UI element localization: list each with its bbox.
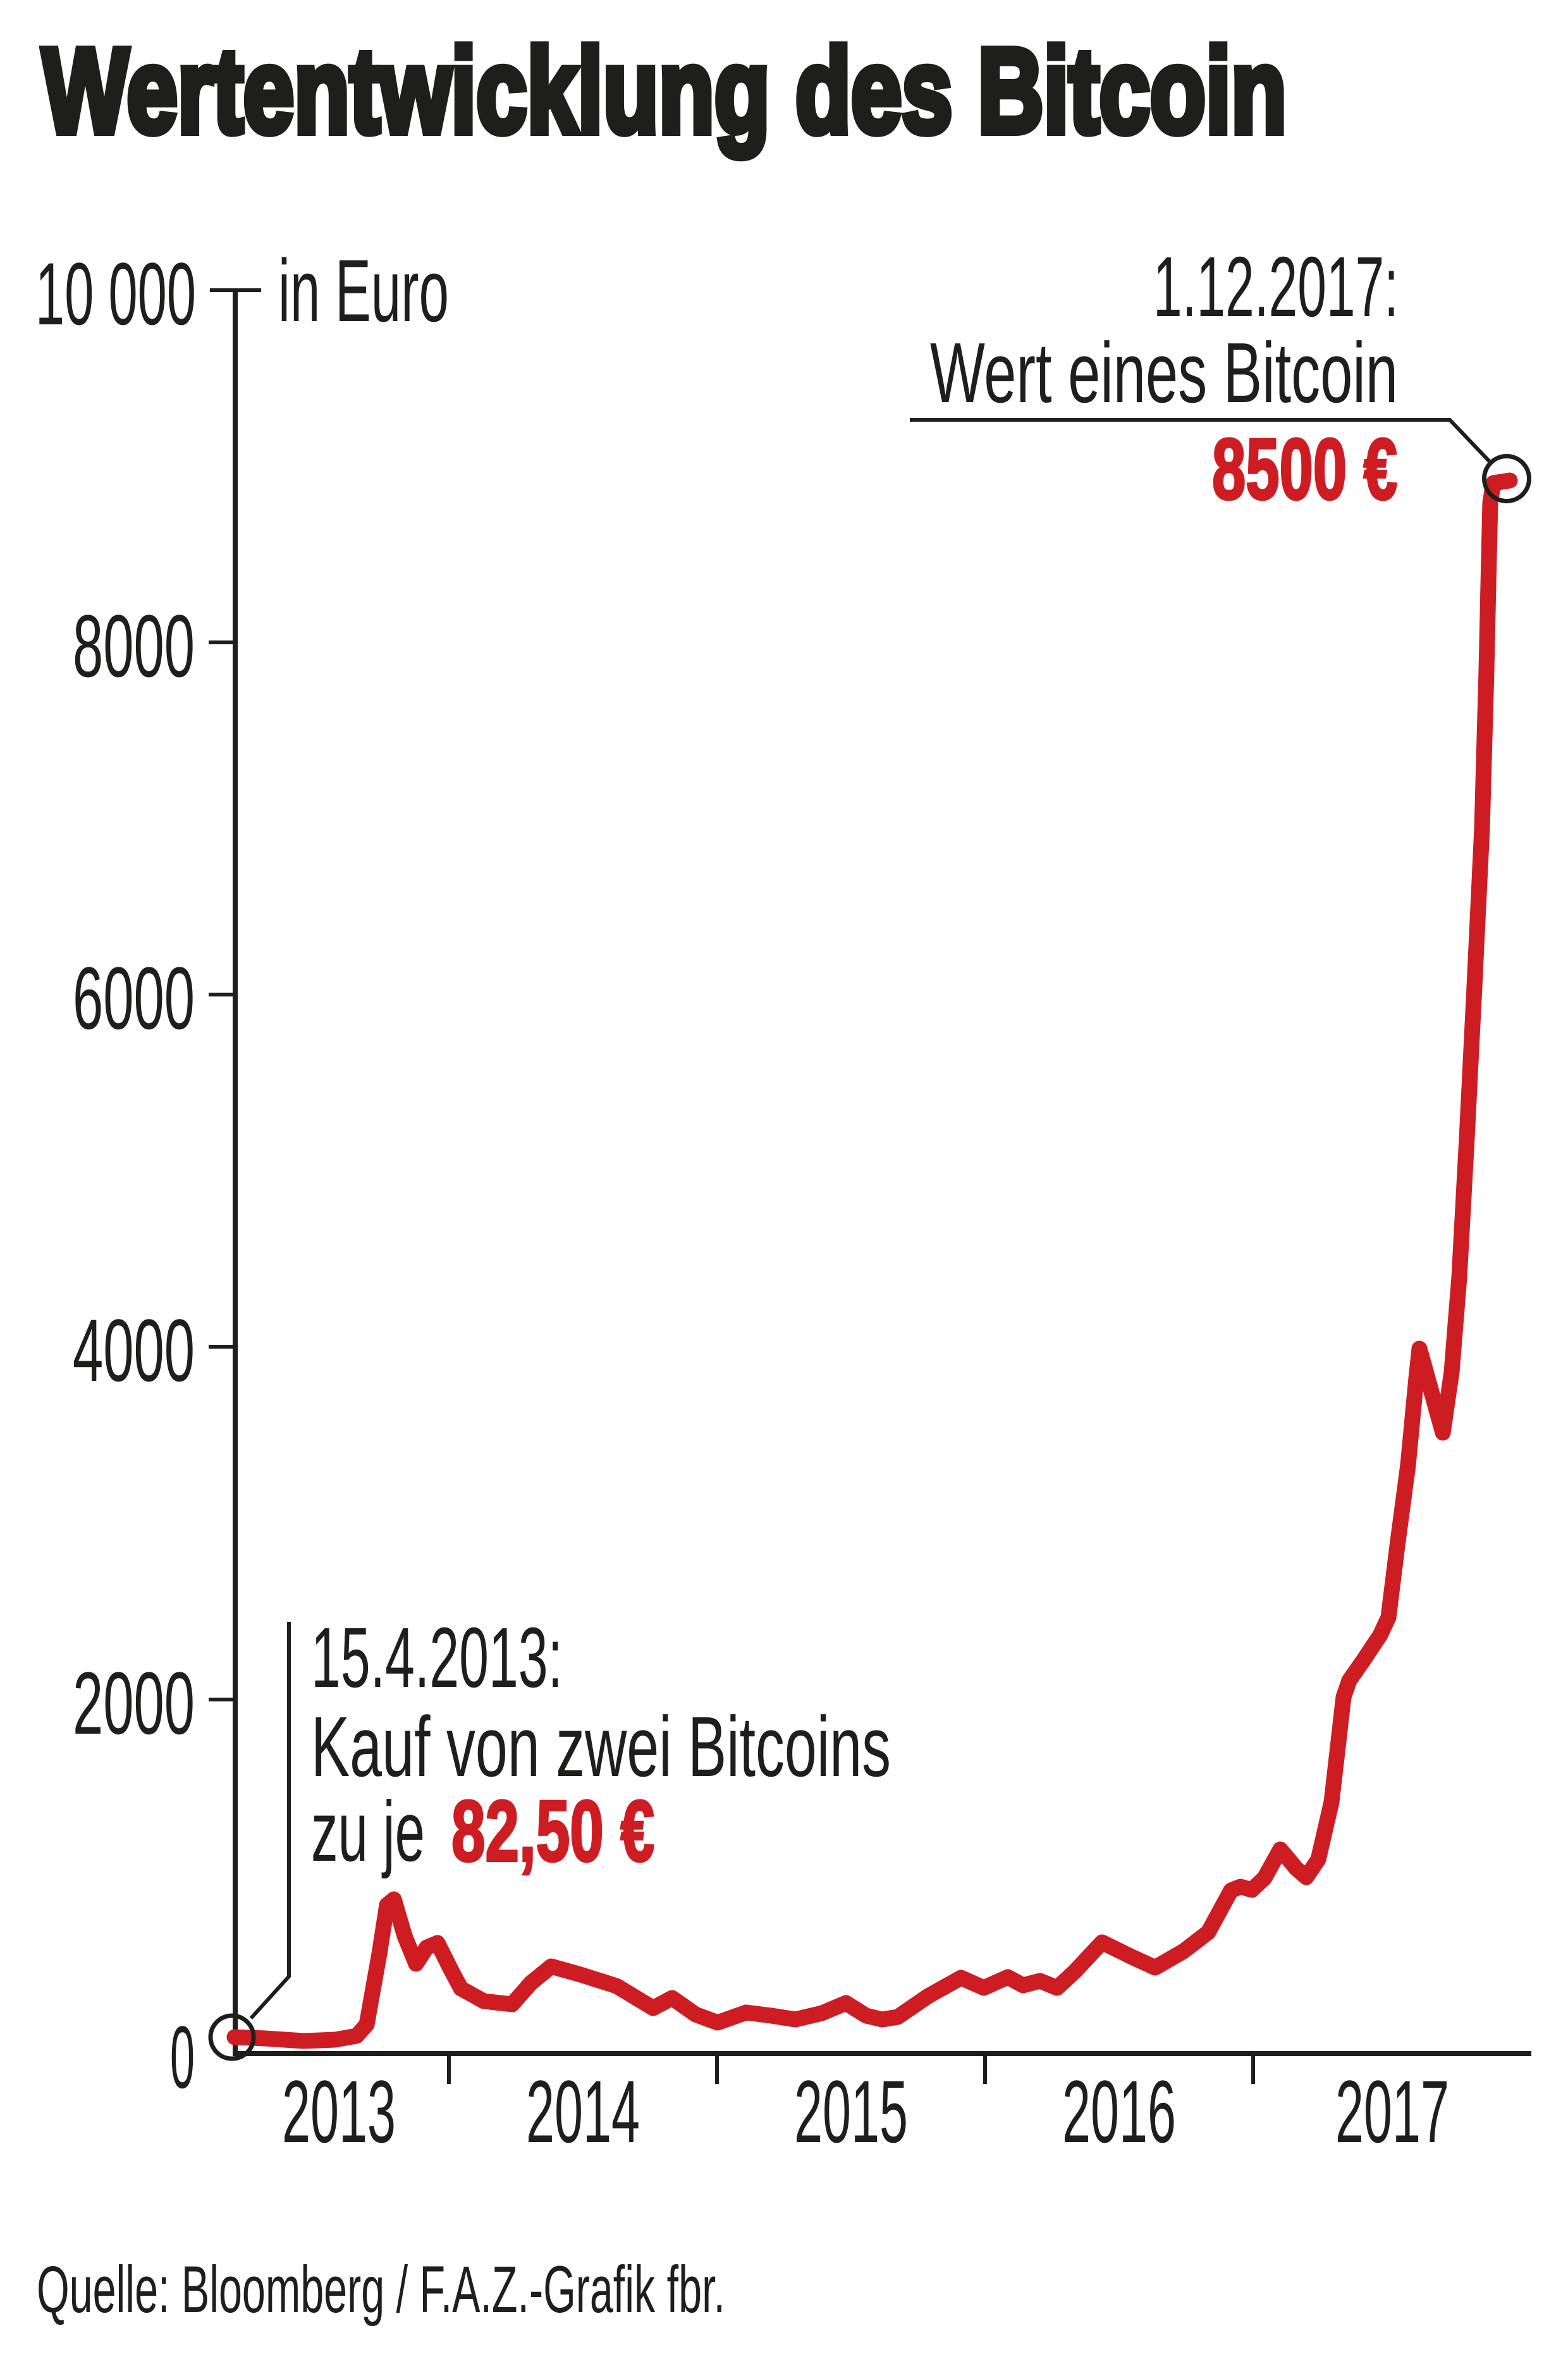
svg-text:6000: 6000 — [73, 948, 195, 1048]
svg-text:2000: 2000 — [73, 1653, 195, 1753]
svg-text:2017: 2017 — [1335, 2062, 1449, 2161]
svg-text:4000: 4000 — [73, 1301, 195, 1400]
svg-text:in Euro: in Euro — [278, 241, 449, 340]
svg-text:8500 €: 8500 € — [1212, 421, 1397, 518]
svg-text:Wert eines Bitcoin: Wert eines Bitcoin — [930, 325, 1398, 420]
svg-text:82,50 €: 82,50 € — [451, 1783, 654, 1880]
svg-text:0: 0 — [170, 2007, 195, 2107]
svg-text:15.4.2013:: 15.4.2013: — [311, 1610, 563, 1705]
svg-text:zu je: zu je — [311, 1784, 425, 1879]
svg-text:8000: 8000 — [73, 596, 195, 695]
svg-text:1.12.2017:: 1.12.2017: — [1153, 239, 1399, 334]
svg-text:2016: 2016 — [1062, 2062, 1176, 2161]
svg-text:Wertentwicklung des Bitcoin: Wertentwicklung des Bitcoin — [42, 24, 1287, 158]
svg-text:Kauf von zwei Bitcoins: Kauf von zwei Bitcoins — [311, 1699, 891, 1794]
svg-text:2015: 2015 — [794, 2062, 908, 2161]
svg-text:10 000: 10 000 — [35, 244, 196, 343]
svg-text:2014: 2014 — [526, 2062, 640, 2161]
svg-text:2013: 2013 — [282, 2062, 396, 2161]
svg-text:Quelle: Bloomberg / F.A.Z.-Gra: Quelle: Bloomberg / F.A.Z.-Grafik fbr. — [37, 2253, 725, 2327]
